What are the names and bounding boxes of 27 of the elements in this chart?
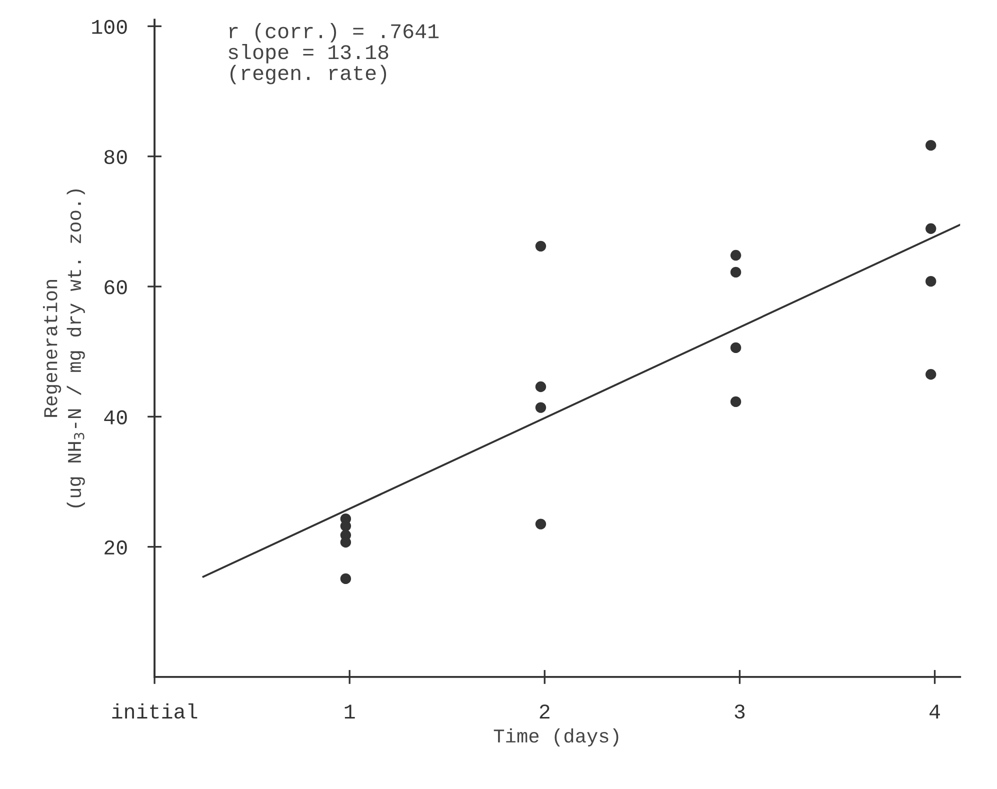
x-tick-label: initial <box>112 703 198 719</box>
text: Regeneration (ug NH$_{3}$-N / mg dry wt. zoo.) <box>43 189 85 508</box>
y-tick-label: 60 <box>104 280 127 294</box>
x-tick-label: 2 <box>540 704 550 718</box>
x-axis-title: Time (days) <box>494 728 618 746</box>
point <box>730 266 742 278</box>
point <box>535 518 546 530</box>
y-tick-label: 20 <box>104 540 127 555</box>
y-tick-label: 40 <box>104 410 127 424</box>
point <box>730 342 742 354</box>
point <box>926 276 936 287</box>
point <box>535 240 546 252</box>
point <box>340 573 352 584</box>
point <box>926 369 936 380</box>
point <box>730 396 742 408</box>
point <box>340 520 352 532</box>
point <box>730 250 742 261</box>
point <box>535 402 546 413</box>
y-tick-label: 100 <box>92 20 127 34</box>
point <box>926 140 936 151</box>
x-tick-label: 1 <box>344 704 355 718</box>
y-tick-label: 80 <box>104 150 127 164</box>
point <box>535 381 546 392</box>
x-tick-label: 3 <box>734 704 745 719</box>
annotation: r (corr.) = .7641 slope = 13.18 (regen. rate) <box>228 23 439 84</box>
x-tick-label: 4 <box>930 704 940 718</box>
point <box>926 223 936 234</box>
